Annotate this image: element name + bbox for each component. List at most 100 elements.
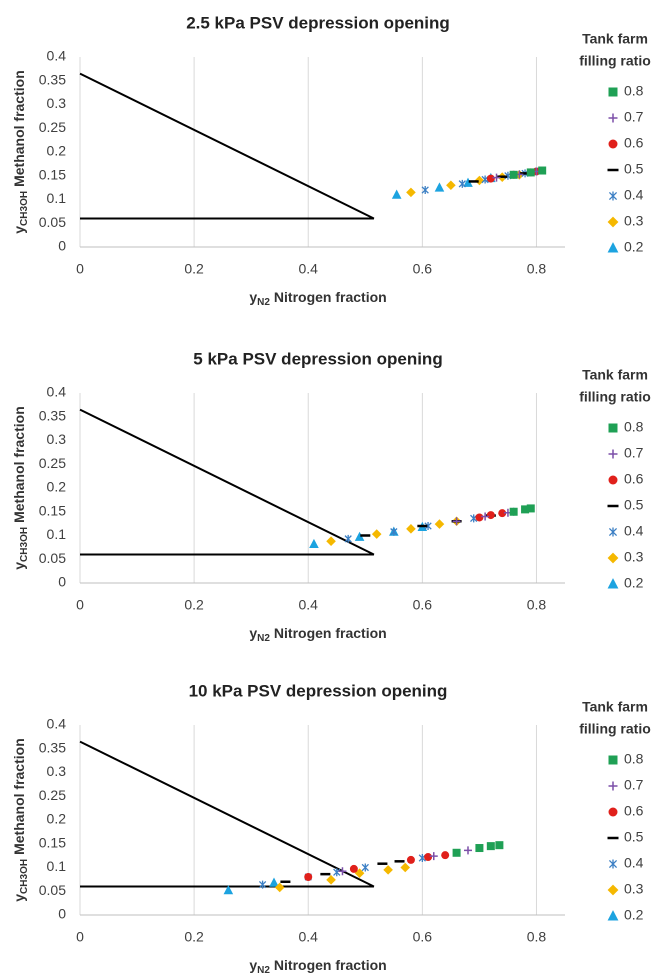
marker-circle bbox=[441, 851, 450, 860]
y-tick-label: 0.05 bbox=[39, 214, 66, 230]
y-tick-label: 0.4 bbox=[47, 384, 67, 400]
marker-triangle bbox=[463, 177, 473, 187]
marker-diamond bbox=[326, 536, 336, 546]
legend-label: 0.8 bbox=[624, 83, 644, 99]
y-label-subscript: CH3OH bbox=[19, 859, 30, 894]
y-tick-label: 0.2 bbox=[47, 479, 67, 495]
y-tick-label: 0.3 bbox=[47, 763, 67, 779]
marker-circle bbox=[498, 509, 507, 518]
marker-triangle bbox=[607, 910, 619, 921]
y-tick-label: 0.25 bbox=[39, 787, 66, 803]
marker-triangle bbox=[354, 531, 365, 541]
marker-diamond bbox=[406, 187, 416, 198]
marker-diamond bbox=[607, 884, 619, 896]
x-tick-label: 0.2 bbox=[184, 261, 204, 277]
y-tick-label: 0.2 bbox=[47, 811, 67, 827]
y-label-symbol: y bbox=[11, 562, 27, 570]
y-label-subscript: CH3OH bbox=[19, 191, 30, 226]
marker-plus bbox=[608, 781, 618, 791]
chart: 10 kPa PSV depression opening 0 0.2 0.4 0.6 0… bbox=[11, 681, 651, 975]
y-tick-label: 0.2 bbox=[47, 143, 67, 159]
x-tick-label: 0 bbox=[76, 929, 84, 945]
x-tick-label: 0.6 bbox=[413, 261, 433, 277]
marker-diamond bbox=[326, 875, 336, 885]
x-label-text: Nitrogen fraction bbox=[274, 625, 387, 641]
y-tick-label: 0.15 bbox=[39, 166, 66, 182]
marker-plus bbox=[464, 846, 472, 855]
legend-label: 0.2 bbox=[624, 575, 644, 591]
marker-square bbox=[495, 841, 504, 850]
x-axis-label: yN2 Nitrogen fraction bbox=[249, 957, 386, 976]
marker-diamond bbox=[607, 216, 619, 228]
marker-diamond bbox=[400, 862, 411, 873]
marker-plus bbox=[452, 517, 461, 526]
marker-asterisk bbox=[344, 534, 352, 543]
legend-label: 0.4 bbox=[624, 855, 644, 871]
marker-asterisk bbox=[458, 179, 466, 188]
legend-label: 0.4 bbox=[624, 523, 644, 539]
x-tick-label: 0.4 bbox=[299, 261, 319, 277]
chart-title: 10 kPa PSV depression opening bbox=[189, 681, 448, 700]
marker-diamond bbox=[371, 529, 382, 539]
marker-plus bbox=[492, 173, 501, 182]
legend-title: Tank farm bbox=[582, 31, 648, 47]
flammability-envelope bbox=[79, 408, 375, 556]
y-tick-label: 0.15 bbox=[39, 834, 66, 850]
marker-asterisk bbox=[424, 522, 432, 530]
y-tick-label: 0.25 bbox=[39, 455, 66, 471]
x-axis-label: yN2 Nitrogen fraction bbox=[249, 625, 386, 644]
y-tick-label: 0.4 bbox=[47, 48, 67, 64]
marker-square bbox=[608, 755, 618, 765]
marker-asterisk bbox=[608, 859, 618, 869]
legend-title: filling ratio bbox=[579, 53, 651, 69]
flammability-envelope bbox=[79, 72, 375, 220]
x-tick-label: 0.8 bbox=[527, 597, 547, 613]
x-label-subscript: N2 bbox=[257, 297, 270, 308]
marker-square bbox=[608, 87, 618, 97]
y-label-text: Methanol fraction bbox=[11, 738, 27, 855]
marker-square bbox=[521, 505, 530, 514]
legend-label: 0.7 bbox=[624, 445, 644, 461]
marker-circle bbox=[608, 807, 618, 817]
x-label-symbol: y bbox=[249, 957, 257, 973]
y-tick-label: 0.3 bbox=[47, 95, 67, 111]
marker-circle bbox=[424, 853, 433, 862]
legend-label: 0.4 bbox=[624, 187, 644, 203]
marker-triangle bbox=[391, 189, 402, 199]
marker-circle bbox=[349, 864, 358, 873]
x-tick-label: 0.4 bbox=[299, 597, 319, 613]
legend-title: Tank farm bbox=[582, 367, 648, 383]
marker-circle bbox=[406, 855, 415, 864]
x-axis-label: yN2 Nitrogen fraction bbox=[249, 289, 386, 308]
legend-title: filling ratio bbox=[579, 721, 651, 737]
marker-square bbox=[538, 166, 547, 175]
y-axis-label: yCH3OH Methanol fraction bbox=[11, 738, 30, 901]
chart: 2.5 kPa PSV depression opening 0 0.2 0.4 0.6… bbox=[11, 13, 651, 307]
x-label-subscript: N2 bbox=[257, 965, 270, 976]
legend-label: 0.6 bbox=[624, 471, 644, 487]
x-label-symbol: y bbox=[249, 625, 257, 641]
legend-label: 0.7 bbox=[624, 777, 644, 793]
y-label-text: Methanol fraction bbox=[11, 70, 27, 187]
marker-plus bbox=[338, 867, 347, 876]
marker-asterisk bbox=[333, 868, 341, 877]
marker-asterisk bbox=[421, 186, 429, 194]
marker-square bbox=[486, 842, 495, 851]
legend-label: 0.3 bbox=[624, 881, 644, 897]
legend-title: Tank farm bbox=[582, 699, 648, 715]
y-tick-label: 0.15 bbox=[39, 502, 66, 518]
legend-label: 0.5 bbox=[624, 161, 644, 177]
y-axis-label: yCH3OH Methanol fraction bbox=[11, 406, 30, 569]
marker-diamond bbox=[434, 519, 445, 529]
x-label-text: Nitrogen fraction bbox=[274, 289, 387, 305]
y-tick-label: 0.1 bbox=[47, 190, 67, 206]
y-label-symbol: y bbox=[11, 226, 27, 234]
marker-circle bbox=[486, 511, 495, 520]
marker-square bbox=[509, 170, 518, 179]
x-tick-label: 0.6 bbox=[413, 597, 433, 613]
y-tick-label: 0.35 bbox=[39, 71, 66, 87]
marker-square bbox=[526, 168, 535, 177]
marker-triangle bbox=[309, 538, 319, 549]
legend-label: 0.5 bbox=[624, 497, 644, 513]
